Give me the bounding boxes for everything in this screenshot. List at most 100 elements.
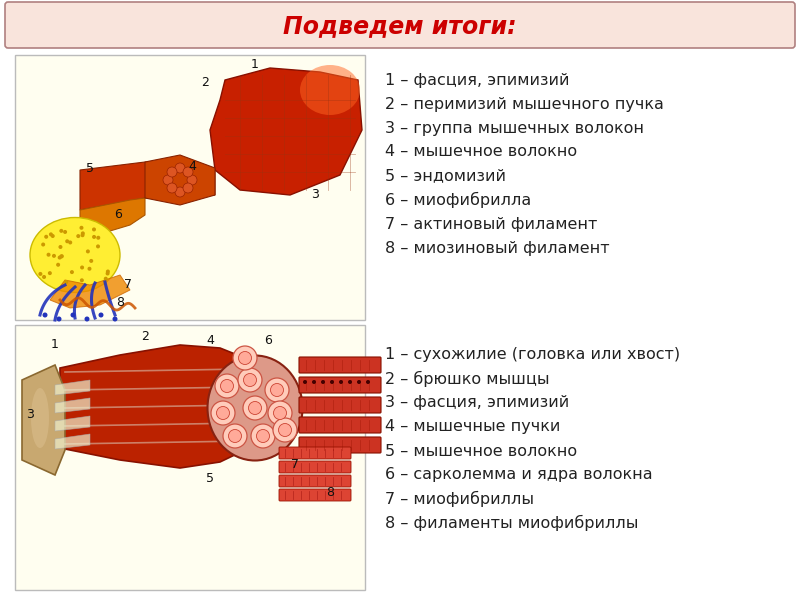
Bar [15,325,365,590]
Circle shape [50,234,54,238]
Circle shape [348,380,352,384]
Text: 8: 8 [326,485,334,499]
Ellipse shape [274,407,286,419]
Polygon shape [145,155,215,205]
Circle shape [87,267,91,271]
Circle shape [330,380,334,384]
Ellipse shape [233,346,257,370]
FancyBboxPatch shape [5,2,795,48]
Circle shape [106,269,110,274]
Circle shape [86,250,90,253]
Ellipse shape [249,401,262,415]
FancyBboxPatch shape [279,447,351,459]
Circle shape [85,317,90,322]
Circle shape [52,254,56,258]
Ellipse shape [175,163,185,173]
Text: 8 – филаменты миофибриллы: 8 – филаменты миофибриллы [385,515,638,531]
Circle shape [58,256,62,260]
Ellipse shape [268,401,292,425]
Text: 6 – миофибрилла: 6 – миофибрилла [385,192,531,208]
Circle shape [57,317,62,322]
Circle shape [70,313,75,317]
Text: 3 – фасция, эпимизий: 3 – фасция, эпимизий [385,395,570,410]
Circle shape [42,313,47,317]
Circle shape [321,380,325,384]
Text: 7 – миофибриллы: 7 – миофибриллы [385,491,534,507]
Bar [15,55,365,320]
Circle shape [80,265,84,269]
Polygon shape [60,345,250,468]
Text: 4: 4 [188,160,196,173]
Ellipse shape [270,383,283,397]
FancyBboxPatch shape [279,489,351,501]
Ellipse shape [211,401,235,425]
Polygon shape [50,275,130,308]
Circle shape [303,380,307,384]
Text: 5: 5 [206,472,214,485]
Circle shape [60,254,64,258]
Ellipse shape [238,368,262,392]
Ellipse shape [300,65,360,115]
Text: 3: 3 [26,409,34,421]
Text: 7: 7 [124,278,132,292]
Circle shape [113,317,118,322]
Text: 3 – группа мышечных волокон: 3 – группа мышечных волокон [385,121,644,136]
Circle shape [56,263,60,267]
Ellipse shape [243,373,257,386]
Polygon shape [55,380,90,395]
Ellipse shape [221,379,234,392]
Text: 5 – мышечное волокно: 5 – мышечное волокно [385,443,577,458]
Ellipse shape [257,430,270,443]
Circle shape [104,277,108,281]
Circle shape [357,380,361,384]
Text: 8 – миозиновый филамент: 8 – миозиновый филамент [385,241,610,256]
Circle shape [38,272,42,276]
Polygon shape [210,68,362,195]
Circle shape [366,380,370,384]
Ellipse shape [229,430,242,443]
Text: 4 – мышечное волокно: 4 – мышечное волокно [385,145,577,160]
Ellipse shape [31,388,49,448]
FancyBboxPatch shape [299,377,381,393]
Circle shape [59,254,63,259]
Text: 4 – мышечные пучки: 4 – мышечные пучки [385,419,560,434]
Ellipse shape [273,418,297,442]
Polygon shape [55,398,90,413]
Circle shape [96,244,100,248]
Circle shape [90,259,94,263]
Text: 8: 8 [116,295,124,308]
Circle shape [339,380,343,384]
Circle shape [70,270,74,274]
Ellipse shape [238,352,251,364]
Polygon shape [80,198,145,240]
Circle shape [63,230,67,234]
Polygon shape [22,365,65,475]
Ellipse shape [167,183,177,193]
Circle shape [106,272,110,275]
Text: 1: 1 [251,58,259,71]
Circle shape [96,236,100,240]
Ellipse shape [187,175,197,185]
Circle shape [49,232,53,236]
Text: 6: 6 [114,208,122,221]
Ellipse shape [167,167,177,177]
Circle shape [44,235,48,239]
Circle shape [48,271,52,275]
FancyBboxPatch shape [279,461,351,473]
Circle shape [76,234,80,238]
Circle shape [41,242,45,247]
Text: 3: 3 [311,188,319,202]
Ellipse shape [183,183,193,193]
Ellipse shape [215,374,239,398]
Text: 2 – брюшко мышцы: 2 – брюшко мышцы [385,371,550,387]
Text: 4: 4 [206,334,214,346]
Polygon shape [55,416,90,431]
FancyBboxPatch shape [299,357,381,373]
Text: 5 – эндомизий: 5 – эндомизий [385,169,506,184]
Text: 1: 1 [51,337,59,350]
Polygon shape [80,162,215,210]
Text: 7 – актиновый филамент: 7 – актиновый филамент [385,217,598,232]
Circle shape [46,253,50,257]
FancyBboxPatch shape [299,417,381,433]
Ellipse shape [278,424,291,437]
